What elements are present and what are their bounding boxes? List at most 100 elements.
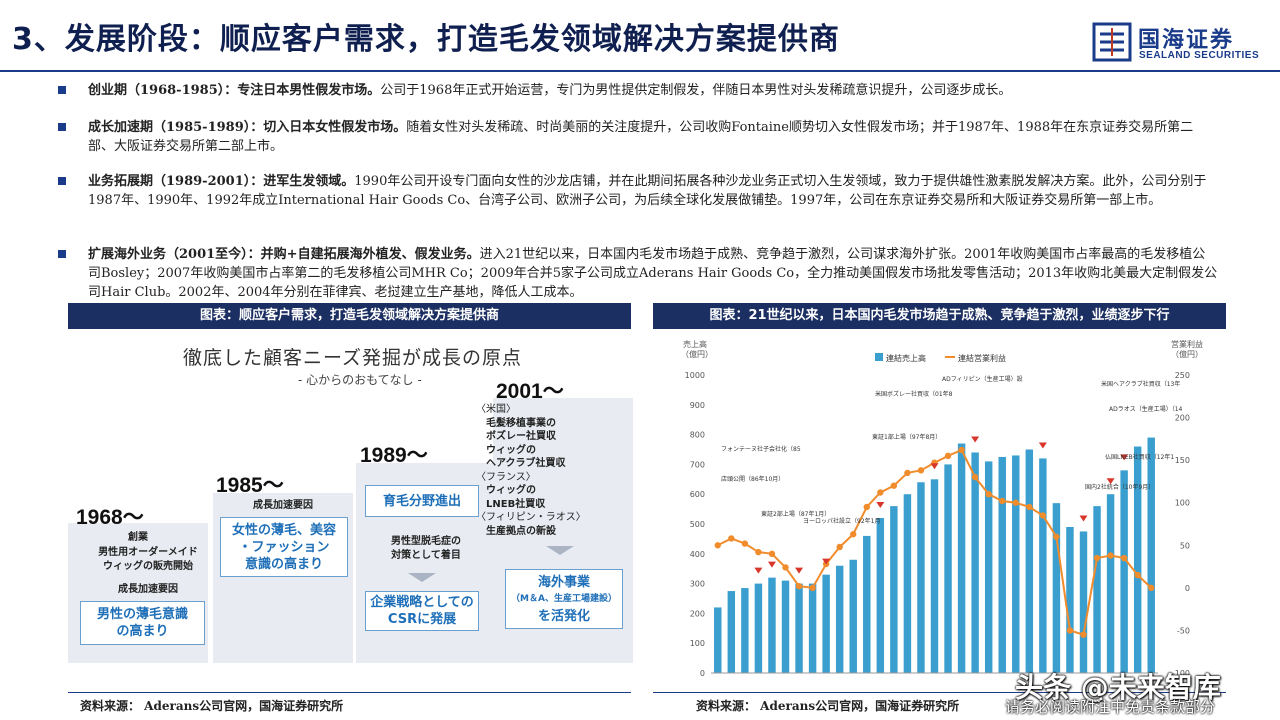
left-tick-label: 700 xyxy=(690,460,705,469)
profit-point xyxy=(904,469,911,477)
disclaimer: 请务必阅读附注中免责条款部分 xyxy=(1005,698,1216,716)
stage-body: 随着女性对头发稀疏、时尚美丽的关注度提升，公司收购Fontaine顺势切入女性假… xyxy=(88,120,1194,154)
annotation-marker-icon xyxy=(876,502,885,509)
sales-bar xyxy=(930,479,939,673)
box-2001: 海外事業 （M＆A、生産工場建設） を活発化 xyxy=(505,569,623,629)
stage-item: 创业期（1968-1985）：专注日本男性假发市场。公司于1968年正式开始运营… xyxy=(58,81,1218,100)
year-1968: 1968～ xyxy=(76,506,144,529)
company-logo: 国海证券 SEALAND SECURITIES xyxy=(1090,20,1270,66)
annotation-marker-icon xyxy=(754,567,763,574)
left-tick-label: 100 xyxy=(690,639,705,648)
chart-annotation: 店頭公開（86年10月） xyxy=(721,475,784,483)
source-right: 资料来源： Aderans公司官网，国海证券研究所 xyxy=(696,699,960,713)
diagram-subtitle: - 心からのおもてなし - xyxy=(298,373,422,387)
left-tick-label: 200 xyxy=(690,609,705,618)
ph-item-1: 生産拠点の新設 xyxy=(486,525,556,537)
us-item-1: 毛髪移植事業の xyxy=(486,417,556,429)
left-tick-label: 300 xyxy=(690,580,705,589)
year-1989: 1989～ xyxy=(360,444,428,467)
us-label: 〈米国〉 xyxy=(476,404,516,415)
chart-annotation: フォンテーヌ社子会社化（85 xyxy=(721,445,801,453)
annotation-marker-icon xyxy=(767,561,776,568)
sales-bar xyxy=(1039,458,1047,673)
header-divider xyxy=(0,70,1280,72)
stage-body: 公司于1968年正式开始运营，专门为男性提供定制假发，伴随日本男性对头发稀疏意识… xyxy=(380,83,1012,98)
sales-bar xyxy=(768,577,776,673)
box-1968-line2: の高まり xyxy=(116,624,169,639)
chart-svg: 売上高（億円）営業利益（億円）連結売上高 連結営業利益01002003004005… xyxy=(681,339,1203,678)
source-left: 资料来源： Aderans公司官网，国海证券研究所 xyxy=(80,699,344,713)
profit-point xyxy=(836,543,843,551)
chart-annotation: 東証1部上場（97年8月） xyxy=(872,433,941,441)
label-1989-b: 対策として着目 xyxy=(391,550,461,561)
box-2001-line2: （M＆A、生産工場建設） xyxy=(511,593,617,604)
profit-point xyxy=(1080,631,1087,638)
legend-label-profit: 連結営業利益 xyxy=(958,353,1006,363)
stage-body: 进入21世纪以来，日本国内毛发市场趋于成熟、竞争趋于激烈，公司谋求海外扩张。20… xyxy=(88,247,1218,300)
fr-item-1: ウィッグの xyxy=(486,485,536,496)
ph-label: 〈フィリピン・ラオス〉 xyxy=(476,512,586,523)
box-2001-line1: 海外事業 xyxy=(537,574,590,590)
sales-bar xyxy=(984,461,993,673)
footer-divider xyxy=(653,692,1226,693)
label-1989-a: 男性型脱毛症の xyxy=(391,536,461,547)
sales-bar xyxy=(835,565,844,673)
arrow-down-icon xyxy=(408,573,436,582)
profit-point xyxy=(1107,552,1114,559)
box-1989-csr-line2: CSRに発展 xyxy=(387,612,457,627)
annotation-marker-icon xyxy=(1038,442,1047,449)
box-1968: 男性の薄毛意識 の高まり xyxy=(80,601,205,645)
footer-divider xyxy=(68,692,631,693)
sales-bar xyxy=(971,452,979,673)
profit-point xyxy=(944,452,952,460)
sales-bar xyxy=(1147,437,1155,673)
right-tick-label: -100 xyxy=(1172,669,1190,678)
sales-bar xyxy=(1066,526,1074,673)
left-tick-label: 500 xyxy=(690,520,705,529)
box-1989-csr-line1: 企業戦略としての xyxy=(370,595,474,610)
logo-text-en: SEALAND SECURITIES xyxy=(1139,50,1260,61)
legend-swatch-sales xyxy=(875,353,883,361)
profit-point xyxy=(755,548,762,556)
profit-point xyxy=(1134,571,1141,579)
stage-item: 扩展海外业务（2001至今）：并购+自建拓展海外植发、假发业务。进入21世纪以来… xyxy=(58,245,1218,302)
label-1968-c: ウィッグの販売開始 xyxy=(103,561,193,572)
right-tick-label: 0 xyxy=(1185,584,1190,593)
chart-annotation: 東証2部上場（87年1月） xyxy=(761,510,830,518)
stage-heading: 创业期（1968-1985）：专注日本男性假发市场。 xyxy=(88,83,381,98)
sales-bar xyxy=(890,506,898,673)
sales-bar xyxy=(1052,503,1061,673)
chart-annotation: ADフィリピン（生産工場）設 xyxy=(942,375,1023,383)
sales-bar xyxy=(998,456,1006,673)
left-axis-label: 売上高 xyxy=(683,339,707,349)
sales-bar xyxy=(1025,449,1034,673)
overseas-list: 〈米国〉 毛髪移植事業の ボズレー社買収 ウィッグの ヘアクラブ社買収 〈フラン… xyxy=(476,403,586,538)
right-tick-label: 150 xyxy=(1175,456,1190,465)
logo-text-cn: 国海证券 xyxy=(1138,28,1235,53)
profit-point xyxy=(809,584,816,592)
sales-bar xyxy=(727,591,736,673)
label-1968-d: 成長加速要因 xyxy=(118,584,178,595)
annotation-marker-icon xyxy=(1120,454,1129,461)
us-item-2: ボズレー社買収 xyxy=(486,431,556,442)
profit-point xyxy=(958,446,965,454)
watermark: 头条 @未来智库 xyxy=(1015,671,1221,704)
sales-bar xyxy=(863,535,871,673)
profit-point xyxy=(782,564,789,571)
sales-bar xyxy=(944,464,952,673)
stage-item: 业务拓展期（1989-2001）：进军生发领域。1990年公司开设专门面向女性的… xyxy=(58,172,1218,210)
profit-point xyxy=(795,582,803,590)
chart-annotation: 仏国LNEB社買収（12年1 xyxy=(1105,453,1174,461)
chart-annotation: ADラオス（生産工場）（14 xyxy=(1109,405,1183,413)
annotation-marker-icon xyxy=(822,558,831,565)
right-axis-label: 営業利益 xyxy=(1171,339,1203,349)
panel-left-header: 图表：顺应客户需求，打造毛发领域解决方案提供商 xyxy=(68,303,631,329)
sales-bar xyxy=(741,588,749,673)
box-1968-line1: 男性の薄毛意識 xyxy=(96,607,188,622)
us-item-4: ヘアクラブ社買収 xyxy=(486,458,566,469)
sales-bar xyxy=(1093,506,1101,673)
right-tick-label: 200 xyxy=(1175,414,1190,423)
box-1985-line1: 女性の薄毛、美容 xyxy=(231,522,336,538)
panel-right-header: 图表：21世纪以来，日本国内毛发市场趋于成熟、竞争趋于激烈，业绩逐步下行 xyxy=(653,303,1226,329)
legend-label-sales: 連結売上高 xyxy=(886,353,926,363)
